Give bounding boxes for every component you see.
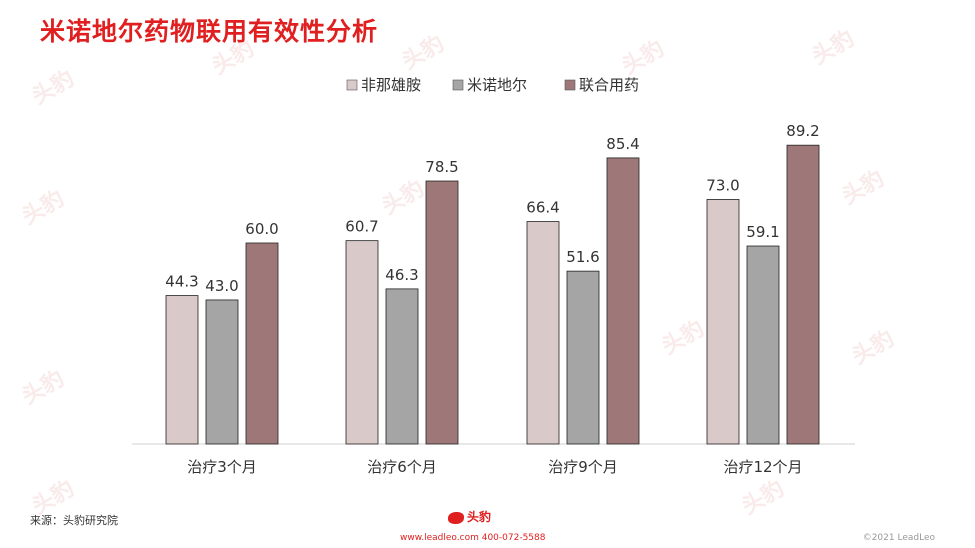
footer-contact: www.leadleo.com 400-072-5588	[400, 533, 546, 543]
data-label: 85.4	[606, 135, 639, 153]
footer-logo-text: 头豹	[467, 510, 492, 524]
bar	[526, 221, 560, 445]
legend-label: 米诺地尔	[467, 76, 527, 94]
data-label: 66.4	[526, 199, 559, 217]
bar	[786, 144, 820, 445]
data-label: 73.0	[706, 176, 739, 194]
data-label: 59.1	[746, 223, 779, 241]
legend-label: 非那雄胺	[361, 76, 421, 94]
data-label: 44.3	[165, 273, 198, 291]
bar	[425, 180, 459, 445]
data-label: 89.2	[786, 122, 819, 140]
leopard-logo-icon	[448, 511, 464, 524]
bar	[606, 157, 640, 445]
x-tick-label: 治疗6个月	[367, 458, 437, 476]
legend-label: 联合用药	[579, 76, 639, 94]
bar	[706, 199, 740, 445]
bar	[746, 245, 780, 445]
bar	[245, 242, 279, 445]
bar	[566, 270, 600, 445]
page-title: 米诺地尔药物联用有效性分析	[40, 17, 379, 46]
legend-swatch	[452, 79, 464, 91]
bar	[165, 295, 199, 445]
x-tick-label: 治疗3个月	[187, 458, 257, 476]
footer-logo: 头豹	[448, 508, 491, 525]
data-label: 60.7	[345, 218, 378, 236]
bar	[385, 288, 419, 445]
x-tick-label: 治疗9个月	[548, 458, 618, 476]
data-label: 78.5	[425, 158, 458, 176]
data-label: 60.0	[245, 220, 278, 238]
data-label: 46.3	[385, 266, 418, 284]
data-label: 51.6	[566, 248, 599, 266]
source-note: 来源：头豹研究院	[30, 514, 118, 527]
bar	[205, 299, 239, 445]
bar	[345, 240, 379, 445]
copyright: ©2021 LeadLeo	[862, 533, 935, 543]
legend-swatch	[564, 79, 576, 91]
x-tick-label: 治疗12个月	[723, 458, 802, 476]
legend-swatch	[346, 79, 358, 91]
data-label: 43.0	[205, 277, 238, 295]
